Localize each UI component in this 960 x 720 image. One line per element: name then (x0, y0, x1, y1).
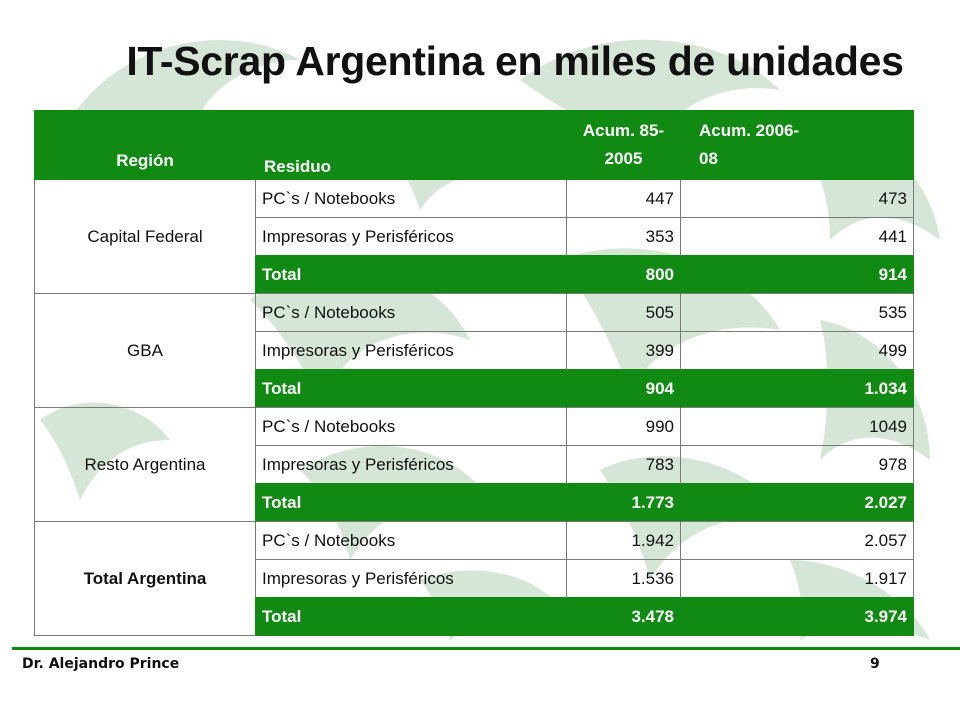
table-row: Impresoras y Perisféricos 353 441 (35, 217, 914, 256)
table-row: Total Argentina PC`s / Notebooks 1.942 2… (34, 521, 914, 636)
acum-85-2005-cell: 1.536 (566, 559, 681, 598)
acum-2006-08-cell: 2.057 (680, 521, 914, 560)
acum-85-2005-cell: 1.773 (566, 483, 681, 522)
table-row-total: Total 1.773 2.027 (35, 483, 914, 522)
table-row: Impresoras y Perisféricos 783 978 (35, 445, 914, 484)
header-acum-85-2005: Acum. 85- 2005 (566, 110, 681, 180)
acum-2006-08-cell: 473 (680, 179, 914, 218)
acum-85-2005-cell: 1.942 (566, 521, 681, 560)
residuo-cell: Impresoras y Perisféricos (255, 331, 567, 370)
acum-2006-08-cell: 1.034 (680, 369, 914, 408)
table-row-total: Total 800 914 (35, 255, 914, 294)
acum-85-2005-cell: 353 (566, 217, 681, 256)
table-row: Impresoras y Perisféricos 1.536 1.917 (35, 559, 914, 598)
region-cell: GBA (34, 293, 256, 408)
table-row: Impresoras y Perisféricos 399 499 (35, 331, 914, 370)
residuo-cell: PC`s / Notebooks (255, 521, 567, 560)
residuo-cell: Total (255, 483, 567, 522)
acum-2006-08-cell: 978 (680, 445, 914, 484)
table-row-total: Total 904 1.034 (35, 369, 914, 408)
table-row: Resto Argentina PC`s / Notebooks 990 104… (34, 407, 914, 522)
acum-2006-08-cell: 441 (680, 217, 914, 256)
residuo-cell: Impresoras y Perisféricos (255, 217, 567, 256)
header-acum-2006-08: Acum. 2006- 08 (680, 110, 914, 180)
acum-2006-08-cell: 1.917 (680, 559, 914, 598)
region-cell: Total Argentina (34, 521, 256, 636)
residuo-cell: PC`s / Notebooks (255, 179, 567, 218)
region-cell: Resto Argentina (34, 407, 256, 522)
page-number: 9 (870, 656, 880, 672)
page-title: IT-Scrap Argentina en miles de unidades (126, 38, 904, 84)
acum-85-2005-cell: 783 (566, 445, 681, 484)
acum-2006-08-cell: 499 (680, 331, 914, 370)
residuo-cell: Total (255, 597, 567, 636)
it-scrap-table: Región Residuo Acum. 85- 2005 Acum. 2006… (34, 110, 914, 636)
acum-85-2005-cell: 399 (566, 331, 681, 370)
residuo-cell: Impresoras y Perisféricos (255, 559, 567, 598)
acum-85-2005-cell: 447 (566, 179, 681, 218)
acum-2006-08-cell: 914 (680, 255, 914, 294)
residuo-cell: Impresoras y Perisféricos (255, 445, 567, 484)
residuo-cell: Total (255, 369, 567, 408)
acum-2006-08-cell: 535 (680, 293, 914, 332)
residuo-cell: PC`s / Notebooks (255, 293, 567, 332)
acum-85-2005-cell: 990 (566, 407, 681, 446)
table-header-row: Región Residuo Acum. 85- 2005 Acum. 2006… (34, 110, 914, 180)
acum-85-2005-cell: 800 (566, 255, 681, 294)
header-residuo: Residuo (255, 110, 567, 180)
table-row-total: Total 3.478 3.974 (35, 597, 914, 636)
table-row: Capital Federal PC`s / Notebooks 447 473 (34, 179, 914, 294)
region-cell: Capital Federal (34, 179, 256, 294)
acum-2006-08-cell: 3.974 (680, 597, 914, 636)
acum-85-2005-cell: 505 (566, 293, 681, 332)
residuo-cell: PC`s / Notebooks (255, 407, 567, 446)
acum-85-2005-cell: 904 (566, 369, 681, 408)
header-region: Región (34, 110, 256, 180)
residuo-cell: Total (255, 255, 567, 294)
table-row: GBA PC`s / Notebooks 505 535 (34, 293, 914, 408)
acum-2006-08-cell: 1049 (680, 407, 914, 446)
footer-divider (12, 647, 960, 650)
footer-author: Dr. Alejandro Prince (22, 656, 180, 672)
acum-2006-08-cell: 2.027 (680, 483, 914, 522)
acum-85-2005-cell: 3.478 (566, 597, 681, 636)
